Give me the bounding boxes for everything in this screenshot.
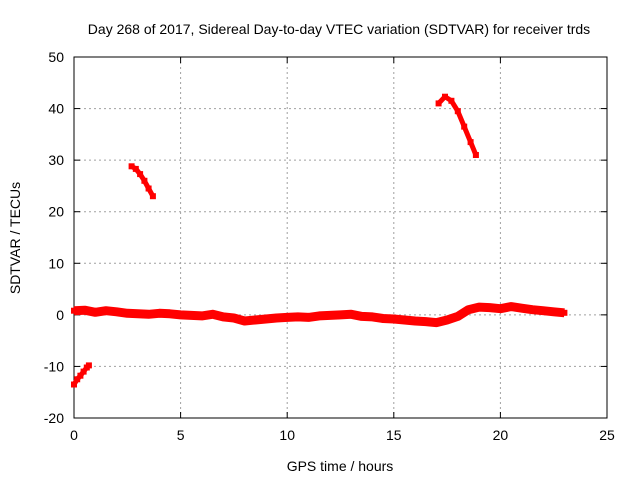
data-point bbox=[401, 317, 408, 323]
x-tick-label: 10 bbox=[279, 427, 295, 443]
data-point bbox=[508, 303, 515, 310]
data-point bbox=[92, 309, 99, 316]
data-point bbox=[422, 318, 429, 325]
data-point bbox=[77, 372, 84, 379]
x-tick-label: 15 bbox=[386, 427, 402, 443]
data-point bbox=[412, 318, 419, 324]
data-point bbox=[145, 311, 152, 318]
x-tick-label: 5 bbox=[177, 427, 185, 443]
y-tick-label: 20 bbox=[48, 204, 64, 220]
data-point bbox=[166, 310, 173, 317]
data-point bbox=[358, 313, 365, 320]
data-point bbox=[442, 93, 448, 100]
data-point bbox=[435, 100, 442, 107]
y-tick-label: -10 bbox=[44, 358, 64, 374]
data-point bbox=[348, 311, 355, 318]
data-point bbox=[74, 376, 81, 383]
data-point bbox=[497, 305, 504, 312]
y-tick-label: 30 bbox=[48, 152, 64, 168]
data-point bbox=[305, 314, 312, 321]
y-tick-label: 40 bbox=[48, 101, 64, 117]
data-point bbox=[284, 314, 291, 321]
data-point bbox=[80, 368, 87, 375]
data-point bbox=[433, 319, 440, 326]
data-point bbox=[476, 304, 483, 311]
series-arc-evening bbox=[436, 94, 479, 156]
tick-labels: 0 5 10 15 20 25 -20 -10 0 10 20 30 40 50 bbox=[44, 49, 615, 443]
y-tick-label: -20 bbox=[44, 410, 64, 426]
data-point bbox=[132, 165, 139, 172]
data-point bbox=[141, 177, 148, 184]
x-tick-label: 0 bbox=[70, 427, 78, 443]
data-point bbox=[241, 318, 248, 324]
data-point bbox=[135, 310, 141, 317]
data-point bbox=[262, 316, 269, 322]
data-point bbox=[316, 312, 323, 319]
data-point bbox=[454, 313, 461, 320]
y-tick-label: 0 bbox=[56, 307, 64, 323]
data-point bbox=[529, 306, 536, 313]
data-series bbox=[71, 93, 568, 388]
data-point bbox=[486, 304, 493, 311]
y-tick-label: 50 bbox=[48, 49, 64, 65]
data-point bbox=[230, 315, 237, 321]
y-tick-label: 10 bbox=[48, 255, 64, 271]
data-point bbox=[188, 312, 195, 319]
data-point bbox=[124, 310, 131, 317]
data-point bbox=[461, 123, 468, 130]
data-point bbox=[561, 309, 568, 316]
data-point bbox=[369, 313, 376, 320]
data-point bbox=[145, 185, 152, 192]
data-point bbox=[273, 315, 280, 321]
data-point bbox=[81, 307, 88, 314]
data-point bbox=[71, 307, 77, 314]
data-point bbox=[380, 315, 387, 322]
data-point bbox=[540, 307, 546, 314]
chart-title: Day 268 of 2017, Sidereal Day-to-day VTE… bbox=[88, 21, 590, 37]
x-axis-label: GPS time / hours bbox=[287, 458, 394, 474]
data-point bbox=[113, 308, 120, 315]
data-point bbox=[71, 381, 77, 388]
data-point bbox=[472, 152, 479, 158]
data-point bbox=[209, 311, 216, 318]
grid-lines bbox=[74, 57, 607, 418]
data-point bbox=[337, 311, 344, 318]
data-point bbox=[454, 108, 461, 115]
data-point bbox=[467, 139, 474, 146]
x-tick-label: 25 bbox=[599, 427, 615, 443]
data-point bbox=[465, 306, 472, 313]
data-point bbox=[149, 193, 156, 200]
data-point bbox=[390, 316, 397, 322]
data-point bbox=[252, 317, 259, 323]
y-axis-label: SDTVAR / TECUs bbox=[7, 182, 23, 294]
data-point bbox=[128, 163, 135, 170]
plot-frame bbox=[73, 56, 608, 419]
data-point bbox=[137, 171, 144, 178]
data-point bbox=[220, 313, 227, 320]
data-point bbox=[444, 317, 451, 323]
data-point bbox=[326, 312, 333, 319]
axis-ticks bbox=[73, 56, 608, 419]
data-point bbox=[448, 97, 455, 104]
data-point bbox=[294, 313, 301, 320]
x-tick-label: 20 bbox=[493, 427, 509, 443]
data-point bbox=[550, 308, 557, 315]
data-point bbox=[85, 362, 92, 369]
data-point bbox=[156, 310, 163, 317]
data-point bbox=[177, 311, 184, 318]
data-point bbox=[103, 307, 109, 314]
data-point bbox=[518, 305, 525, 312]
data-point bbox=[198, 312, 205, 319]
